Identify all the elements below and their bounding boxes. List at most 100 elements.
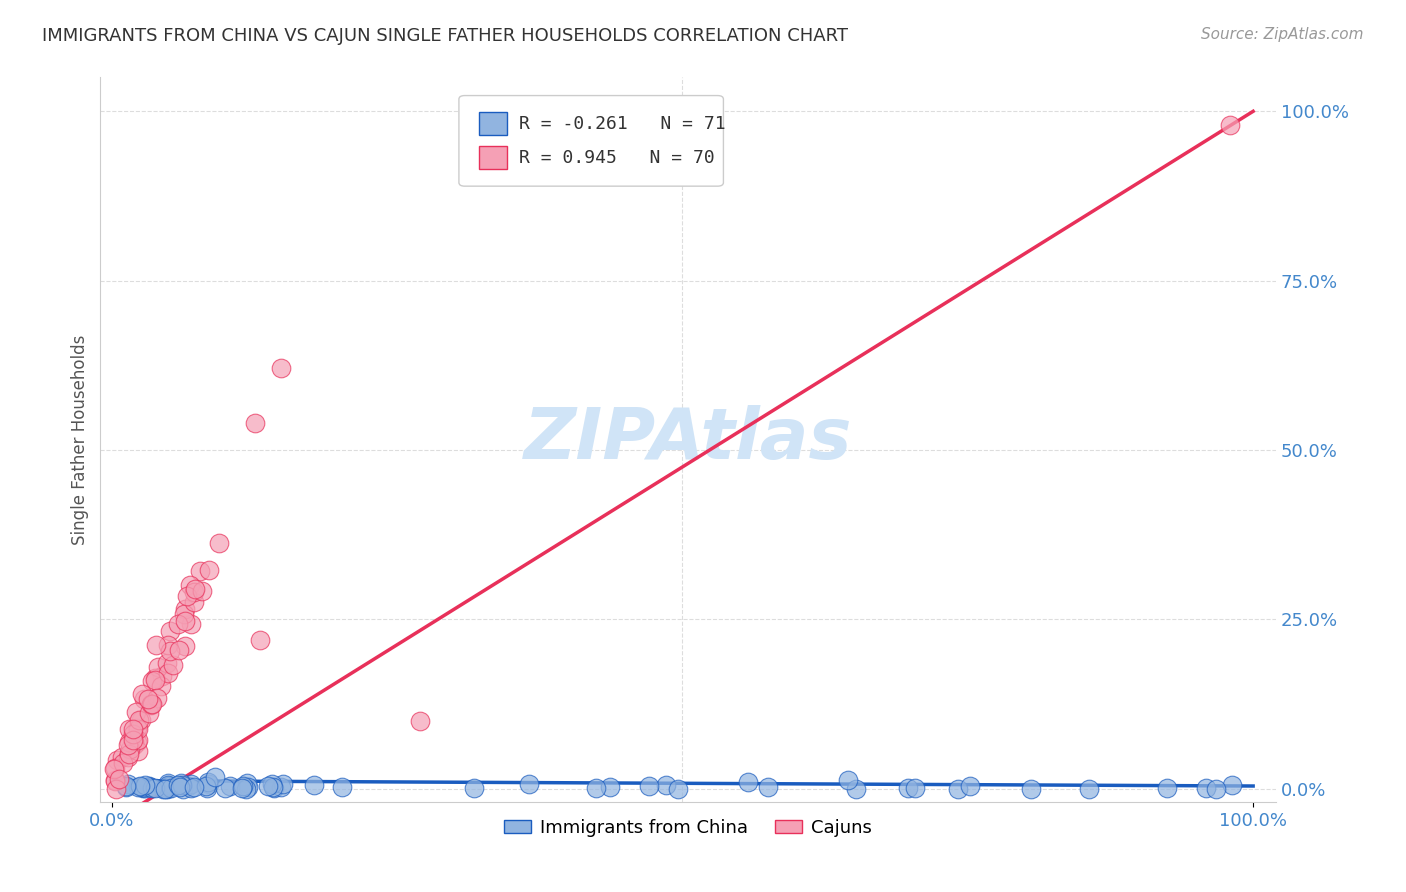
Point: [188, 564, 211, 578]
Text: ZIPAtlas: ZIPAtlas: [524, 405, 852, 475]
Point: [138, 706, 160, 720]
Point: [737, 775, 759, 789]
Point: [155, 781, 177, 796]
Text: R = 0.945   N = 70: R = 0.945 N = 70: [519, 149, 714, 167]
Point: [157, 778, 180, 792]
Point: [948, 781, 970, 796]
Point: [122, 738, 145, 752]
Point: [127, 780, 149, 795]
Point: [115, 780, 138, 795]
Point: [139, 698, 162, 712]
Point: [132, 781, 155, 796]
Point: [127, 744, 149, 758]
Point: [463, 781, 485, 796]
Point: [145, 780, 167, 795]
FancyBboxPatch shape: [479, 112, 508, 136]
Point: [117, 749, 139, 764]
Point: [904, 780, 927, 795]
Point: [114, 779, 136, 793]
Point: [655, 778, 678, 792]
Point: [159, 644, 181, 658]
Point: [256, 779, 278, 793]
Point: [141, 674, 163, 689]
Point: [198, 777, 221, 791]
Point: [174, 639, 197, 653]
FancyBboxPatch shape: [458, 95, 724, 186]
Point: [157, 780, 180, 794]
Point: [138, 779, 160, 793]
Point: [1194, 781, 1216, 796]
Point: [150, 680, 173, 694]
Point: [122, 733, 145, 747]
Point: [195, 780, 218, 794]
Point: [270, 780, 292, 795]
Point: [157, 665, 180, 680]
Point: [157, 780, 180, 795]
Point: [302, 778, 325, 792]
Point: [204, 770, 226, 784]
Point: [668, 781, 690, 796]
Point: [195, 780, 218, 795]
Point: [105, 753, 128, 767]
Point: [160, 780, 183, 795]
Point: [959, 779, 981, 793]
Point: [208, 536, 231, 550]
Point: [1078, 781, 1101, 796]
Point: [183, 585, 205, 599]
Point: [105, 781, 128, 796]
Point: [143, 671, 166, 685]
Point: [174, 614, 197, 628]
Point: [134, 781, 156, 796]
Point: [169, 780, 191, 795]
Point: [585, 780, 607, 795]
Point: [172, 778, 194, 792]
Point: [128, 713, 150, 727]
Point: [103, 762, 125, 776]
Point: [517, 777, 540, 791]
Point: [1219, 118, 1241, 132]
Point: [191, 583, 214, 598]
Point: [198, 563, 221, 577]
Point: [167, 642, 190, 657]
Point: [118, 742, 141, 756]
Point: [183, 595, 205, 609]
Point: [183, 780, 205, 794]
Point: [235, 776, 257, 790]
Point: [125, 705, 148, 719]
Point: [176, 779, 198, 793]
Point: [599, 780, 621, 794]
Point: [167, 779, 190, 793]
Point: [232, 779, 254, 793]
Text: Source: ZipAtlas.com: Source: ZipAtlas.com: [1201, 27, 1364, 42]
Point: [141, 697, 163, 711]
Point: [132, 780, 155, 795]
Point: [118, 735, 141, 749]
Point: [104, 773, 127, 788]
Point: [273, 777, 295, 791]
Point: [146, 690, 169, 705]
Point: [156, 781, 179, 796]
Point: [141, 781, 163, 796]
Point: [197, 775, 219, 789]
Point: [837, 773, 859, 788]
Point: [180, 777, 202, 791]
Point: [330, 780, 353, 795]
Point: [249, 632, 271, 647]
Point: [180, 617, 202, 632]
Point: [117, 747, 139, 762]
Point: [104, 761, 127, 775]
Point: [260, 777, 283, 791]
Point: [124, 735, 146, 749]
Point: [134, 692, 156, 706]
Point: [897, 780, 920, 795]
Point: [117, 738, 139, 752]
Point: [143, 673, 166, 687]
Point: [173, 607, 195, 621]
Text: R = -0.261   N = 71: R = -0.261 N = 71: [519, 115, 725, 133]
Point: [150, 669, 173, 683]
Point: [236, 780, 259, 794]
Point: [117, 777, 139, 791]
Point: [180, 780, 202, 795]
Point: [214, 781, 236, 796]
Point: [270, 360, 292, 375]
